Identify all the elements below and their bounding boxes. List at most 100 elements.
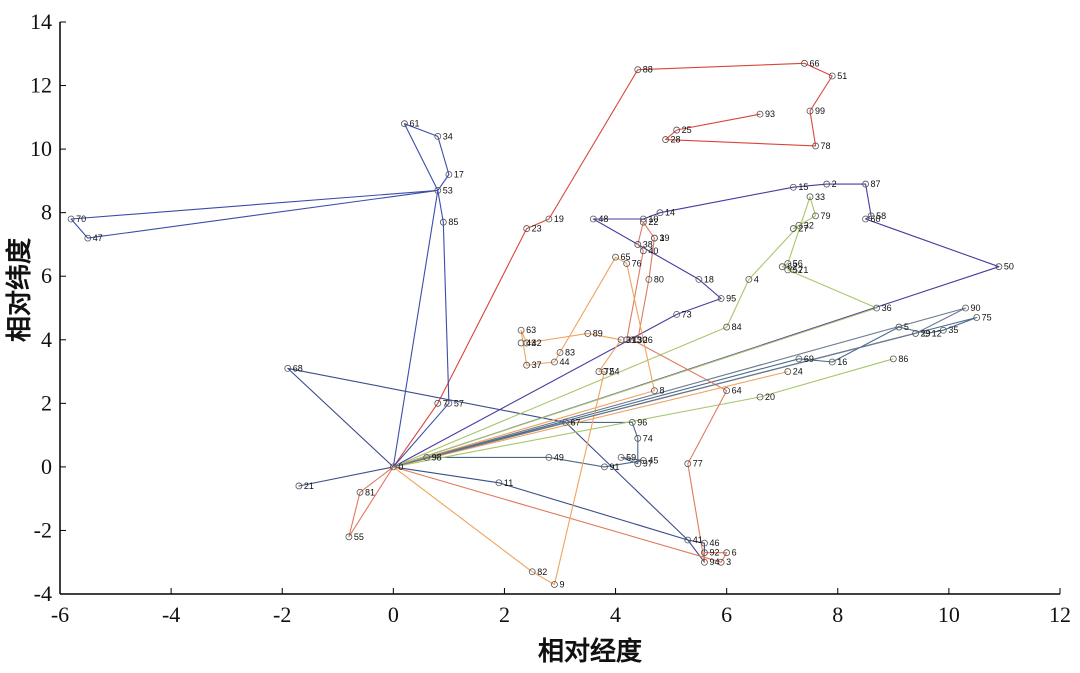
node-label: 33 [815,192,825,202]
node-label: 32 [804,220,814,230]
node-label: 52 [793,265,803,275]
node-marker [973,314,981,321]
node-label: 21 [304,481,314,491]
node-marker [523,225,531,232]
y-tick-label: 14 [30,9,52,34]
node-marker [67,215,75,223]
node-marker [651,387,658,395]
node-marker [806,107,814,115]
node-marker [634,336,642,344]
node-label: 25 [682,125,692,135]
node-label: 24 [793,367,803,377]
node-label: 88 [643,65,653,75]
node-marker [789,266,797,274]
node-marker [551,581,558,588]
node-marker [545,215,553,223]
x-tick-label: 2 [499,602,510,627]
node-label: 68 [293,363,303,373]
node-marker [795,221,803,229]
node-label: 10 [648,214,658,224]
node-marker [656,209,664,217]
node-marker [645,275,653,283]
routes-layer [70,62,1000,586]
node-marker [434,187,442,194]
node-label: 22 [648,217,658,227]
node-marker [434,132,442,140]
node-label: 47 [93,233,103,243]
x-tick-label: -6 [51,602,69,627]
route-line [287,367,705,563]
node-marker [634,460,642,468]
node-label: 61 [409,119,419,129]
node-marker [895,323,903,331]
y-tick-label: 4 [41,327,52,352]
node-marker [717,558,725,566]
node-label: 11 [504,478,513,488]
node-marker [662,136,669,143]
node-marker [812,142,819,150]
node-label: 94 [709,557,719,567]
node-marker [84,234,92,242]
node-label: 34 [443,131,453,141]
y-tick-label: -4 [34,581,52,606]
node-label: 44 [559,357,569,367]
node-marker [962,304,969,312]
node-marker [523,361,531,369]
node-label: 73 [682,309,692,319]
node-marker [812,212,819,220]
node-marker [778,263,786,271]
node-label: 78 [821,141,831,151]
node-marker [723,387,731,395]
node-marker [634,66,642,74]
node-marker [639,218,647,226]
node-label: 9 [559,579,564,589]
node-label: 80 [654,274,664,284]
node-marker [423,453,431,461]
node-label: 66 [809,58,819,68]
node-label: 49 [554,452,564,462]
x-tick-label: 0 [388,602,399,627]
node-label: 46 [709,538,719,548]
node-label: 48 [598,214,608,224]
node-marker [356,488,364,496]
node-label: 3 [726,557,731,567]
node-label: 57 [454,398,464,408]
node-label: 63 [526,325,536,335]
node-marker [806,193,814,201]
node-marker [756,393,764,401]
node-label: 91 [609,462,619,472]
node-marker [828,72,836,80]
node-marker [823,180,831,188]
node-label: 42 [532,338,542,348]
node-marker [628,418,636,426]
x-tick-label: 8 [832,602,843,627]
y-tick-label: 0 [41,454,52,479]
node-marker [673,310,681,318]
node-label: 90 [971,303,981,313]
node-marker [684,536,692,544]
node-label: 51 [837,71,847,81]
node-label: 55 [354,532,364,542]
x-tick-label: 12 [1049,602,1071,627]
node-label: 0 [398,462,403,472]
node-marker [639,247,647,255]
node-marker [434,399,442,407]
node-label: 98 [432,452,442,462]
node-label: 36 [882,303,892,313]
node-marker [589,215,597,223]
node-marker [445,171,453,178]
node-label: 59 [626,452,636,462]
node-label: 81 [365,487,375,497]
node-label: 29 [921,328,931,338]
node-marker [284,364,292,372]
route-line [392,62,833,468]
node-marker [701,558,708,566]
node-label: 19 [554,214,564,224]
node-marker [601,463,608,471]
node-label: 54 [609,367,619,377]
node-marker [695,275,703,283]
node-label: 30 [637,335,647,345]
node-marker [556,349,564,356]
